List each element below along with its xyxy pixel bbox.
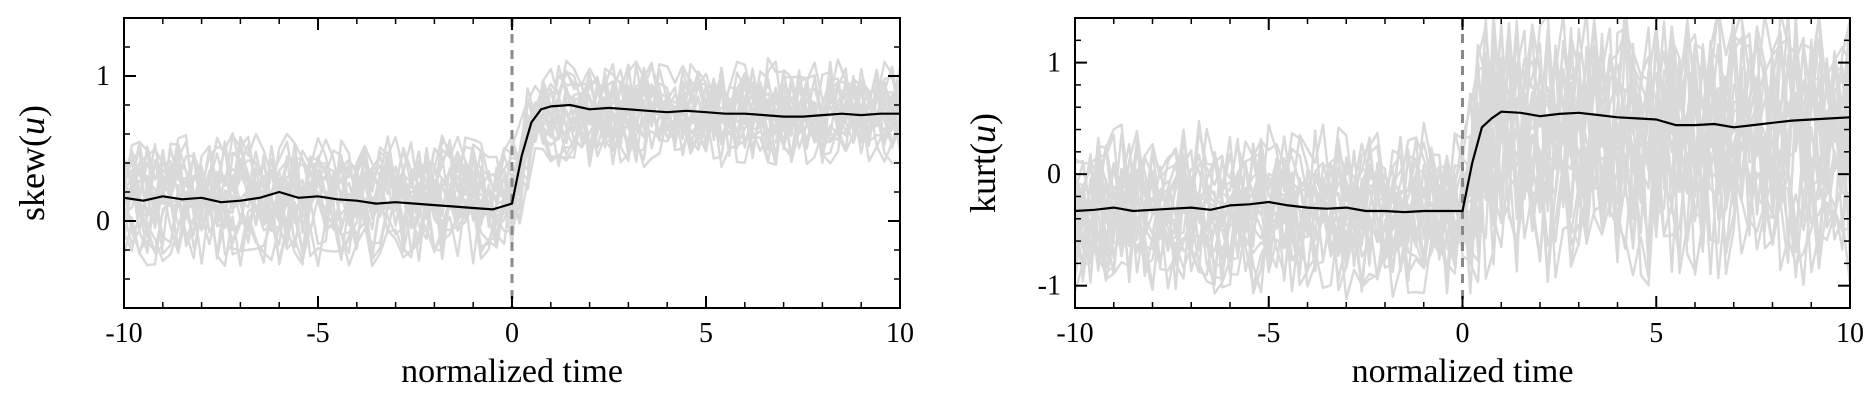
y-tick-label: 1: [96, 61, 110, 92]
x-tick-label: 0: [1456, 318, 1470, 349]
x-tick-label: 5: [699, 318, 713, 349]
plot-area: [1075, 18, 1850, 308]
x-tick-label: 0: [505, 318, 519, 349]
x-axis-label: normalized time: [401, 353, 623, 390]
y-tick-label: 0: [96, 206, 110, 237]
y-tick-label: -1: [1038, 271, 1061, 302]
mean-series-line: [124, 103, 900, 211]
x-tick-label: 10: [1836, 318, 1864, 349]
mean-series-line: [1075, 110, 1850, 214]
y-axis-label: kurt(u): [963, 113, 1003, 213]
x-tick-label: 10: [886, 318, 914, 349]
y-axis-label: skew(u): [12, 105, 52, 221]
y-tick-label: 1: [1047, 48, 1061, 79]
individual-series-line: [1075, 18, 1850, 263]
x-tick-label: -10: [1056, 318, 1093, 349]
skew-chart: -10 -5 0 5 10 0 1 normalized time skew(u): [12, 17, 914, 390]
plot-area: [124, 18, 900, 308]
x-tick-label: -10: [105, 318, 142, 349]
x-tick-label: 5: [1649, 318, 1663, 349]
x-tick-label: -5: [1257, 318, 1280, 349]
y-tick-label: 0: [1047, 159, 1061, 190]
x-tick-label: -5: [306, 318, 329, 349]
x-axis-label: normalized time: [1352, 353, 1574, 390]
